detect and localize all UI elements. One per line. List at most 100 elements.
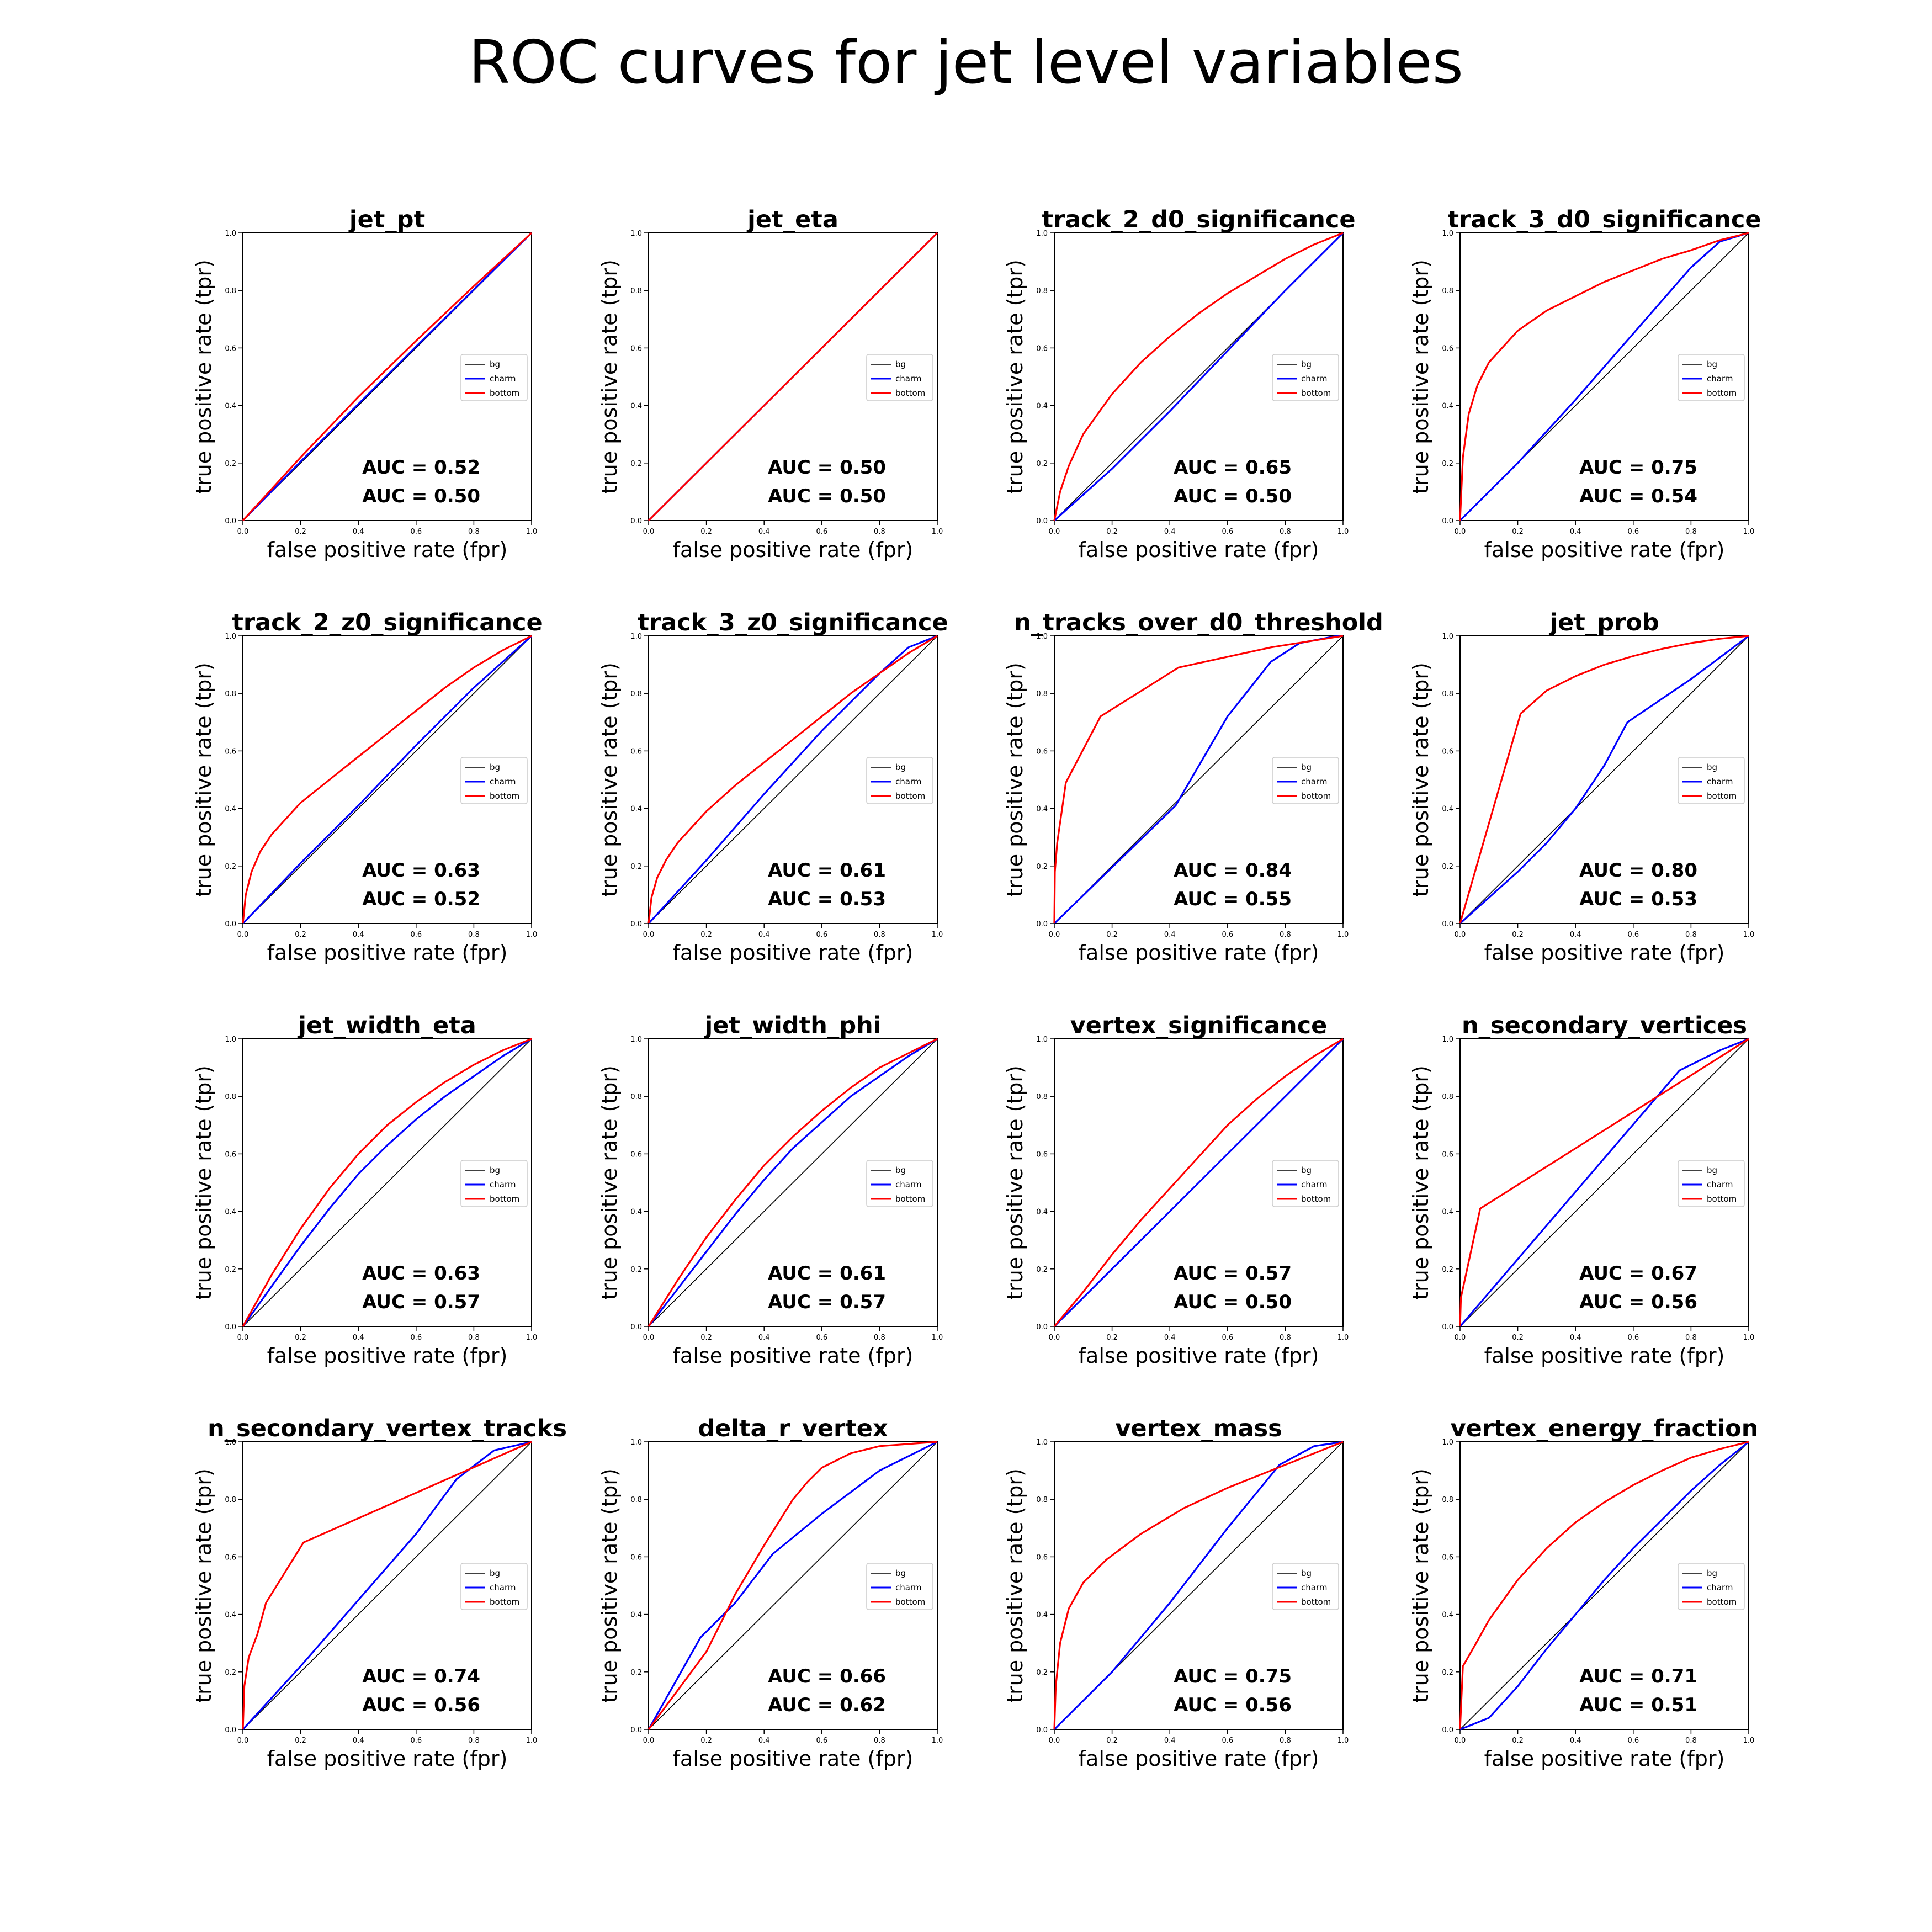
roc-panel: 0.00.0 0.2 0.2 0.4 0.4 0.6 0.6 0.8 0.8 1.0 1.0 bg ch… <box>192 609 543 965</box>
x-tick-label: 0.0 <box>643 1334 655 1342</box>
series-line-bottom <box>1053 635 1344 924</box>
y-axis-label: true positive rate (tpr) <box>192 1468 216 1703</box>
series-line-bottom <box>1053 1441 1344 1730</box>
series-line-charm <box>647 635 938 925</box>
y-tick-label: 0.6 <box>1036 1150 1048 1159</box>
series-line-bottom <box>242 232 533 522</box>
x-tick-label: 0.8 <box>1685 931 1697 939</box>
y-tick-label: 0.4 <box>630 1611 642 1620</box>
auc-annotation: AUC = 0.63 <box>362 859 480 882</box>
x-tick-label: 0.8 <box>1685 1737 1697 1745</box>
x-tick-label: 0.2 <box>295 1737 306 1745</box>
x-axis-label: false positive rate (fpr) <box>1079 538 1319 562</box>
y-axis-label: true positive rate (tpr) <box>597 259 622 494</box>
x-axis-label: false positive rate (fpr) <box>267 538 508 562</box>
legend-label: bg <box>490 1165 500 1175</box>
legend-label: bottom <box>1707 791 1737 801</box>
y-tick-label: 0.4 <box>1036 402 1048 411</box>
series-line-bg <box>648 1038 938 1327</box>
x-tick-label: 0.2 <box>700 1737 712 1745</box>
panel-title: vertex_energy_fraction <box>1451 1415 1759 1442</box>
x-tick-label: 0.6 <box>816 1334 827 1342</box>
legend-label: bottom <box>895 791 925 801</box>
series-line-bg <box>1459 635 1749 924</box>
legend-label: bg <box>1707 1568 1717 1578</box>
auc-annotation: AUC = 0.74 <box>362 1665 480 1687</box>
y-tick-label: 1.0 <box>630 633 642 641</box>
legend-label: bottom <box>1707 1194 1737 1204</box>
x-tick-label: 0.6 <box>410 1334 422 1342</box>
auc-annotation: AUC = 0.75 <box>1174 1665 1292 1687</box>
auc-annotation: AUC = 0.66 <box>768 1665 886 1687</box>
y-tick-label: 0.6 <box>1036 1553 1048 1562</box>
y-tick-label: 0.8 <box>225 690 236 698</box>
legend-label: charm <box>490 1180 516 1190</box>
panel-title: track_2_d0_significance <box>1042 206 1355 233</box>
legend-box <box>460 1160 528 1207</box>
y-tick-label: 1.0 <box>1442 1036 1453 1044</box>
y-tick-label: 0.4 <box>1442 1208 1453 1217</box>
x-tick-label: 0.8 <box>468 1334 480 1342</box>
x-tick-label: 0.0 <box>1049 1737 1060 1745</box>
x-tick-label: 0.6 <box>816 1737 827 1745</box>
legend-label: bottom <box>490 791 519 801</box>
y-tick-label: 0.8 <box>1036 1093 1048 1101</box>
y-tick-label: 0.0 <box>1036 1323 1048 1331</box>
auc-annotation: AUC = 0.57 <box>1174 1262 1292 1285</box>
y-tick-label: 1.0 <box>630 1036 642 1044</box>
y-tick-label: 0.0 <box>225 920 236 928</box>
roc-panel: 0.00.0 0.2 0.2 0.4 0.4 0.6 0.6 0.8 0.8 1.0 1.0 bg ch… <box>597 609 948 965</box>
x-tick-label: 0.8 <box>874 931 885 939</box>
auc-annotation: AUC = 0.56 <box>1174 1694 1292 1716</box>
series-line-charm <box>1459 635 1749 925</box>
y-tick-label: 0.4 <box>225 1208 236 1217</box>
y-tick-label: 0.8 <box>1442 287 1453 295</box>
x-tick-label: 0.0 <box>1455 1334 1466 1342</box>
y-tick-label: 0.4 <box>630 1208 642 1217</box>
legend-label: charm <box>1707 1180 1733 1190</box>
y-tick-label: 0.0 <box>1036 1726 1048 1734</box>
series-line-bg <box>1459 1038 1749 1327</box>
x-tick-label: 0.4 <box>353 528 364 536</box>
legend-box <box>460 757 528 804</box>
y-tick-label: 0.8 <box>1442 1093 1453 1101</box>
x-tick-label: 0.6 <box>410 931 422 939</box>
x-tick-label: 0.4 <box>1164 931 1176 939</box>
x-tick-label: 1.0 <box>932 1334 943 1342</box>
series-line-bottom <box>1459 232 1749 521</box>
legend-label: charm <box>895 777 921 787</box>
legend-label: charm <box>1301 777 1327 787</box>
legend-label: bg <box>1707 762 1717 772</box>
legend-label: bg <box>895 762 906 772</box>
x-tick-label: 0.6 <box>816 528 827 536</box>
roc-panel: 0.00.0 0.2 0.2 0.4 0.4 0.6 0.6 0.8 0.8 1.0 1.0 bg ch… <box>597 206 943 562</box>
legend-label: bg <box>1301 359 1312 369</box>
x-axis-label: false positive rate (fpr) <box>267 1747 508 1771</box>
y-tick-label: 0.6 <box>1442 1150 1453 1159</box>
series-line-bottom <box>647 1441 938 1730</box>
series-line-bottom <box>1459 1038 1749 1327</box>
y-tick-label: 1.0 <box>630 230 642 238</box>
y-tick-label: 0.0 <box>1442 1323 1453 1331</box>
x-tick-label: 0.6 <box>1222 528 1233 536</box>
y-tick-label: 0.8 <box>225 1093 236 1101</box>
series-line-bg <box>242 1038 532 1327</box>
series-line-charm <box>242 1441 532 1731</box>
y-tick-label: 1.0 <box>1036 633 1048 641</box>
y-tick-label: 0.2 <box>1442 1266 1453 1274</box>
y-tick-label: 0.4 <box>1036 805 1048 814</box>
y-tick-label: 0.6 <box>225 344 236 353</box>
x-tick-label: 0.6 <box>1222 1737 1233 1745</box>
y-tick-label: 0.0 <box>225 517 236 526</box>
y-tick-label: 0.0 <box>1442 1726 1453 1734</box>
y-tick-label: 0.6 <box>1442 344 1453 353</box>
x-axis-label: false positive rate (fpr) <box>673 538 914 562</box>
x-tick-label: 0.8 <box>1280 931 1291 939</box>
x-tick-label: 0.6 <box>1627 1737 1639 1745</box>
y-tick-label: 0.8 <box>630 287 642 295</box>
x-tick-label: 0.8 <box>1280 1334 1291 1342</box>
legend-box <box>1678 1160 1745 1207</box>
x-tick-label: 0.4 <box>353 1737 364 1745</box>
y-tick-label: 0.2 <box>630 863 642 871</box>
x-tick-label: 0.2 <box>700 931 712 939</box>
